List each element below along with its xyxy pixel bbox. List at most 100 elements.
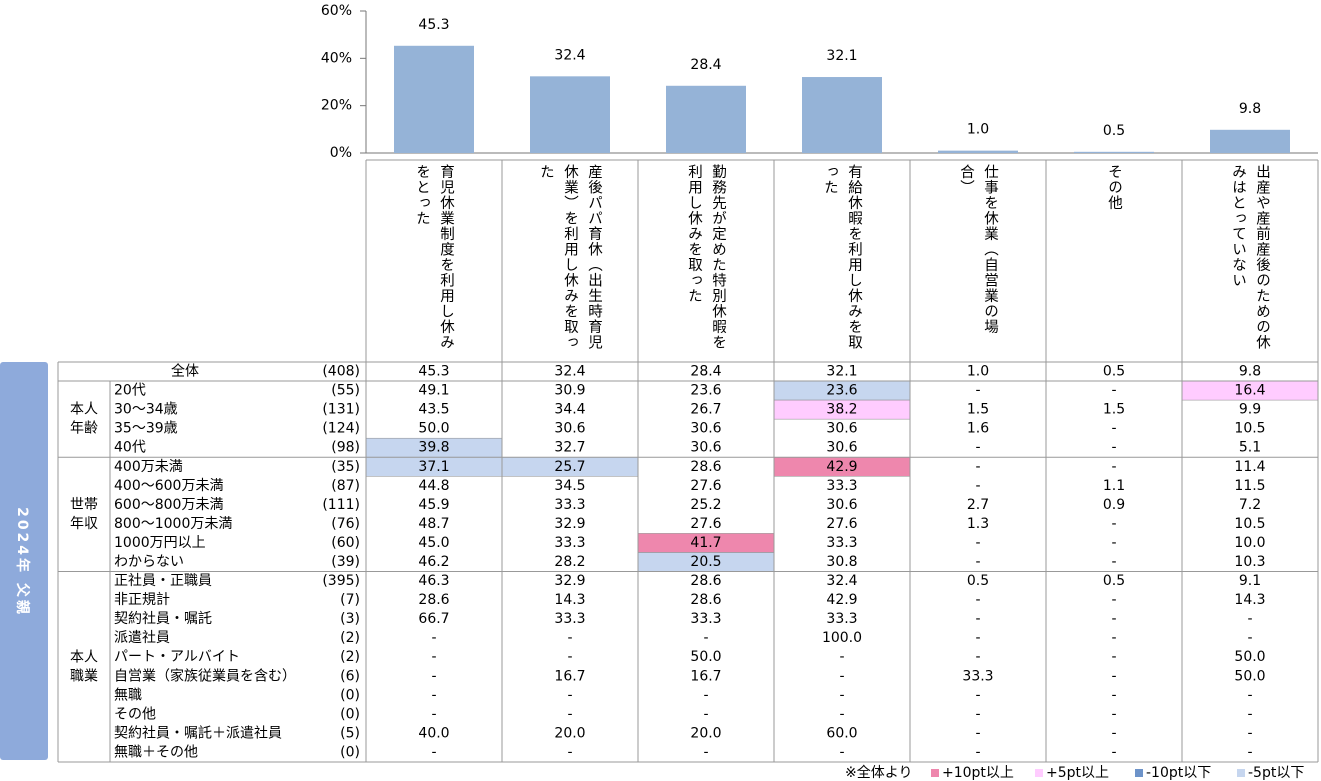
- y-tick-label: 0%: [330, 145, 352, 161]
- y-tick-label: 40%: [321, 50, 352, 66]
- cell-value: -: [431, 649, 436, 665]
- cell-value: -: [975, 744, 980, 760]
- row-label: 無職＋その他: [114, 744, 198, 760]
- cell-value: 23.6: [690, 383, 721, 399]
- row-n: (60): [331, 535, 360, 551]
- side-box: [0, 362, 48, 760]
- value-label: 0.5: [1103, 123, 1125, 139]
- legend-label: +5pt以上: [1046, 765, 1109, 781]
- cell-value: 40.0: [418, 725, 449, 741]
- cell-value: 33.3: [826, 478, 857, 494]
- cell-value: -: [431, 687, 436, 703]
- cell-value: -: [1247, 706, 1252, 722]
- cell-value: 30.6: [826, 440, 857, 456]
- value-label: 1.0: [967, 122, 989, 138]
- row-label: 契約社員・嘱託: [114, 611, 212, 627]
- cell-value: 42.9: [826, 459, 857, 475]
- cell-value: -: [1111, 649, 1116, 665]
- cell-value: 25.2: [690, 497, 721, 513]
- cell-value: 1.3: [967, 516, 989, 532]
- row-label: その他: [114, 706, 156, 722]
- cell-value: 30.8: [826, 554, 857, 570]
- group-label: 年収: [70, 516, 98, 532]
- cell-value: 30.9: [554, 383, 585, 399]
- row-n: (131): [322, 402, 360, 418]
- cell-value: 20.0: [690, 725, 721, 741]
- cell-value: 27.6: [690, 516, 721, 532]
- cell-value: 0.5: [1103, 364, 1125, 380]
- cell-value: 32.4: [554, 364, 585, 380]
- row-n: (408): [322, 364, 360, 380]
- cell-value: 33.3: [554, 611, 585, 627]
- cell-value: 34.4: [554, 402, 585, 418]
- value-label: 9.8: [1239, 101, 1261, 117]
- row-n: (2): [340, 630, 360, 646]
- row-n: (7): [340, 592, 360, 608]
- legend-swatch: [1135, 769, 1143, 777]
- group-label: 世帯: [70, 497, 98, 513]
- cell-value: 45.9: [418, 497, 449, 513]
- cell-value: -: [1111, 554, 1116, 570]
- cell-value: -: [1247, 725, 1252, 741]
- category-label: 出産や産前産後のための休みはとっていない: [1230, 164, 1270, 350]
- group-label: 年齢: [70, 421, 98, 437]
- cell-value: -: [567, 706, 572, 722]
- category-box: 出産や産前産後のための休みはとっていない: [1182, 164, 1318, 360]
- cell-value: 50.0: [690, 649, 721, 665]
- cell-value: -: [839, 687, 844, 703]
- cell-value: -: [1111, 611, 1116, 627]
- cell-value: 46.2: [418, 554, 449, 570]
- category-label: 有給休暇を利用し休みを取った: [822, 164, 862, 350]
- bar: [394, 45, 474, 153]
- cell-value: -: [1111, 516, 1116, 532]
- value-label: 28.4: [690, 57, 721, 73]
- cell-value: -: [975, 725, 980, 741]
- cell-value: 34.5: [554, 478, 585, 494]
- cell-value: 9.1: [1239, 573, 1261, 589]
- cell-value: -: [703, 744, 708, 760]
- cell-value: 49.1: [418, 383, 449, 399]
- cell-value: 43.5: [418, 402, 449, 418]
- value-label: 32.4: [554, 47, 585, 63]
- cell-value: 37.1: [418, 459, 449, 475]
- row-label: 無職: [114, 687, 142, 703]
- row-label: 800～1000万未満: [114, 516, 232, 532]
- bar: [1210, 129, 1290, 153]
- row-label: 契約社員・嘱託＋派遣社員: [114, 725, 282, 741]
- cell-value: 30.6: [826, 421, 857, 437]
- group-label: 本人: [70, 402, 98, 418]
- row-label: 30～34歳: [114, 402, 178, 418]
- cell-value: 26.7: [690, 402, 721, 418]
- cell-value: 11.4: [1234, 459, 1265, 475]
- row-n: (111): [322, 497, 360, 513]
- legend-label: +10pt以上: [942, 765, 1014, 781]
- cell-value: 25.7: [554, 459, 585, 475]
- cell-value: -: [839, 668, 844, 684]
- cell-value: 1.5: [1103, 402, 1125, 418]
- cell-value: 33.3: [554, 497, 585, 513]
- cell-value: -: [1247, 630, 1252, 646]
- cell-value: 28.2: [554, 554, 585, 570]
- cell-value: -: [1111, 630, 1116, 646]
- row-label: 20代: [114, 383, 146, 399]
- bar: [1074, 151, 1154, 153]
- cell-value: 30.6: [690, 440, 721, 456]
- cell-value: -: [431, 744, 436, 760]
- category-box: その他: [1046, 164, 1182, 360]
- bar: [530, 76, 610, 153]
- cell-value: -: [431, 630, 436, 646]
- row-label: 非正規計: [114, 592, 170, 608]
- cell-value: -: [1111, 725, 1116, 741]
- cell-value: -: [431, 706, 436, 722]
- row-n: (55): [331, 383, 360, 399]
- legend-swatch: [1035, 769, 1043, 777]
- cell-value: -: [975, 687, 980, 703]
- category-box: 育児休業制度を利用し休みをとった: [366, 164, 502, 360]
- cell-value: -: [1111, 440, 1116, 456]
- cell-value: -: [975, 440, 980, 456]
- cell-value: -: [975, 459, 980, 475]
- cell-value: -: [975, 592, 980, 608]
- cell-value: 7.2: [1239, 497, 1261, 513]
- cell-value: 32.1: [826, 364, 857, 380]
- side-label: 2024年 父親: [14, 507, 31, 617]
